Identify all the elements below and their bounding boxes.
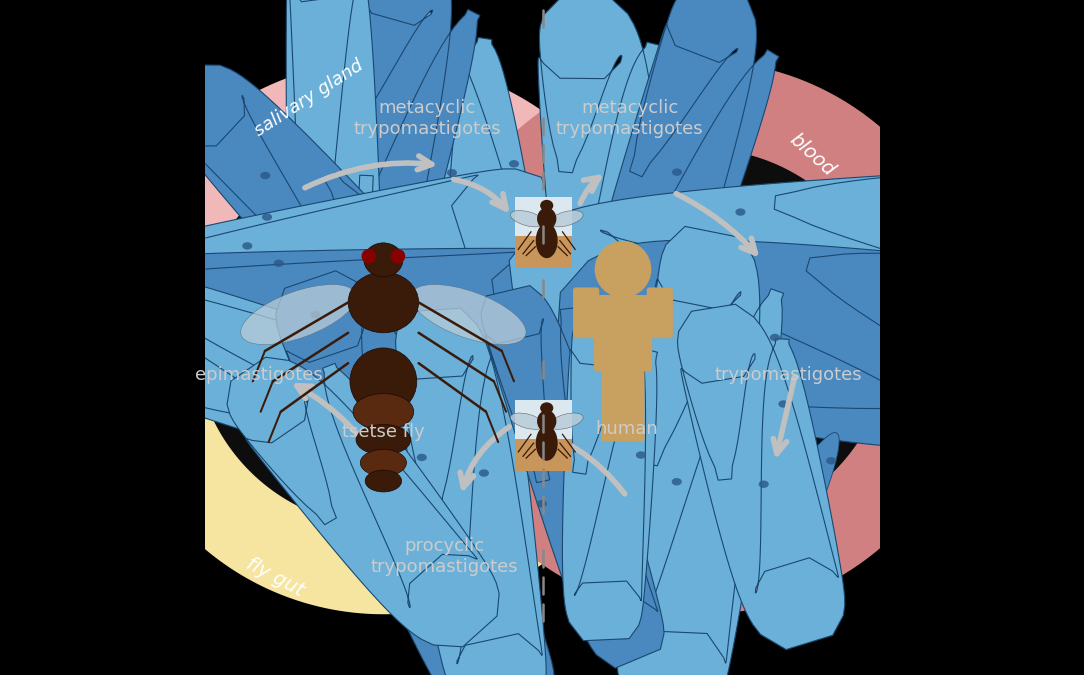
Ellipse shape (826, 457, 836, 464)
Ellipse shape (636, 452, 646, 459)
Text: fly gut: fly gut (244, 554, 308, 600)
Polygon shape (678, 304, 844, 649)
Polygon shape (481, 286, 664, 668)
Polygon shape (0, 248, 605, 423)
Ellipse shape (540, 402, 553, 414)
Ellipse shape (350, 348, 416, 414)
Polygon shape (592, 441, 655, 554)
Circle shape (444, 81, 957, 594)
Ellipse shape (356, 425, 411, 455)
Polygon shape (509, 171, 1031, 359)
Ellipse shape (479, 469, 489, 477)
Polygon shape (617, 226, 784, 675)
Bar (515, 400, 572, 471)
Circle shape (390, 249, 405, 263)
Polygon shape (275, 271, 555, 675)
Bar (515, 197, 572, 269)
Bar (515, 439, 572, 471)
Polygon shape (556, 240, 1033, 447)
Bar (515, 400, 572, 439)
FancyBboxPatch shape (602, 364, 629, 441)
Polygon shape (396, 308, 546, 675)
Polygon shape (424, 61, 940, 614)
Text: blood: blood (786, 130, 838, 180)
Ellipse shape (672, 168, 682, 176)
Ellipse shape (770, 334, 779, 342)
Ellipse shape (353, 394, 414, 430)
FancyBboxPatch shape (618, 364, 645, 441)
FancyBboxPatch shape (594, 295, 653, 371)
Ellipse shape (260, 172, 270, 179)
Polygon shape (3, 169, 567, 406)
Ellipse shape (511, 211, 544, 227)
Ellipse shape (416, 454, 427, 461)
Circle shape (595, 241, 651, 298)
Ellipse shape (242, 242, 253, 250)
Ellipse shape (549, 211, 583, 227)
Polygon shape (765, 433, 839, 539)
Ellipse shape (241, 284, 356, 345)
Ellipse shape (540, 200, 553, 211)
Polygon shape (564, 439, 633, 549)
FancyBboxPatch shape (573, 288, 599, 338)
Polygon shape (646, 447, 711, 559)
Ellipse shape (511, 413, 544, 429)
Text: salivary gland: salivary gland (251, 56, 366, 140)
Ellipse shape (447, 169, 457, 176)
Polygon shape (610, 429, 684, 536)
Ellipse shape (537, 208, 556, 230)
Bar (616, 277, 631, 300)
Text: metacyclic
trypomastigotes: metacyclic trypomastigotes (556, 99, 704, 138)
FancyBboxPatch shape (647, 288, 673, 338)
Text: epimastigotes: epimastigotes (195, 366, 322, 383)
Ellipse shape (549, 413, 583, 429)
Polygon shape (144, 61, 610, 243)
Ellipse shape (364, 243, 403, 277)
Polygon shape (164, 65, 440, 330)
Text: tsetse fly: tsetse fly (341, 423, 425, 441)
Polygon shape (538, 0, 674, 356)
Ellipse shape (537, 500, 546, 508)
Polygon shape (286, 0, 385, 401)
Polygon shape (227, 357, 499, 647)
Ellipse shape (672, 478, 682, 485)
Bar (515, 197, 572, 236)
Polygon shape (563, 312, 658, 641)
Polygon shape (50, 268, 531, 492)
Polygon shape (685, 429, 754, 539)
Circle shape (127, 81, 640, 594)
Polygon shape (727, 436, 788, 549)
Ellipse shape (365, 470, 401, 492)
Polygon shape (542, 443, 620, 546)
Ellipse shape (537, 410, 556, 432)
Ellipse shape (735, 209, 746, 216)
Ellipse shape (411, 284, 526, 345)
Polygon shape (304, 0, 480, 364)
Ellipse shape (310, 311, 321, 319)
Text: trypomastigotes: trypomastigotes (714, 366, 862, 383)
Ellipse shape (348, 272, 418, 333)
Ellipse shape (535, 223, 557, 258)
Bar (515, 236, 572, 269)
Text: human: human (595, 420, 658, 437)
Ellipse shape (778, 400, 788, 408)
Polygon shape (116, 386, 610, 614)
Text: metacyclic
trypomastigotes: metacyclic trypomastigotes (353, 99, 501, 138)
Ellipse shape (535, 426, 557, 461)
Polygon shape (339, 0, 543, 363)
Ellipse shape (262, 213, 272, 221)
Ellipse shape (360, 450, 406, 476)
Polygon shape (580, 0, 779, 395)
Ellipse shape (508, 160, 519, 167)
Text: procyclic
trypomastigotes: procyclic trypomastigotes (371, 537, 518, 576)
Ellipse shape (273, 259, 284, 267)
Circle shape (361, 249, 376, 263)
Ellipse shape (759, 481, 769, 488)
